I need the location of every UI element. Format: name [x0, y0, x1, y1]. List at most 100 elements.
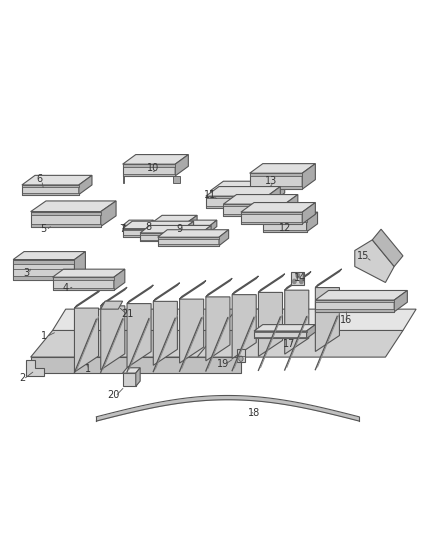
Polygon shape: [210, 191, 272, 203]
Polygon shape: [175, 155, 188, 176]
Polygon shape: [13, 260, 74, 280]
Text: 13: 13: [265, 176, 278, 186]
Polygon shape: [197, 330, 403, 357]
Polygon shape: [22, 175, 92, 185]
Polygon shape: [123, 221, 194, 229]
Polygon shape: [127, 304, 151, 368]
Polygon shape: [263, 220, 307, 222]
Polygon shape: [206, 206, 267, 208]
Polygon shape: [285, 195, 298, 216]
Polygon shape: [53, 269, 125, 277]
Polygon shape: [79, 175, 92, 195]
Polygon shape: [372, 229, 403, 266]
Polygon shape: [241, 222, 302, 224]
Polygon shape: [123, 236, 184, 237]
Text: 4: 4: [63, 283, 69, 293]
Polygon shape: [180, 299, 204, 363]
Circle shape: [293, 279, 296, 284]
Text: 5: 5: [41, 224, 47, 234]
Polygon shape: [123, 231, 147, 232]
Polygon shape: [206, 196, 267, 208]
Polygon shape: [123, 225, 147, 232]
Text: 2: 2: [19, 374, 25, 383]
Polygon shape: [123, 229, 184, 237]
Polygon shape: [158, 244, 219, 246]
Polygon shape: [140, 225, 211, 233]
Polygon shape: [31, 223, 101, 227]
Polygon shape: [184, 221, 194, 237]
Text: 16: 16: [340, 315, 352, 325]
Polygon shape: [140, 240, 201, 241]
Polygon shape: [307, 212, 318, 232]
Polygon shape: [123, 176, 124, 183]
Polygon shape: [272, 181, 285, 203]
Text: 11: 11: [204, 190, 216, 199]
Polygon shape: [53, 309, 276, 330]
Polygon shape: [180, 280, 206, 299]
Polygon shape: [53, 288, 114, 290]
Text: 21: 21: [121, 310, 133, 319]
Polygon shape: [302, 164, 315, 189]
Polygon shape: [241, 212, 302, 224]
Polygon shape: [136, 368, 140, 386]
Polygon shape: [123, 220, 153, 225]
Polygon shape: [13, 260, 74, 264]
Polygon shape: [31, 201, 116, 212]
Polygon shape: [219, 230, 229, 246]
Polygon shape: [394, 290, 407, 312]
Polygon shape: [258, 274, 285, 293]
Polygon shape: [173, 176, 180, 183]
Circle shape: [300, 279, 303, 284]
Polygon shape: [158, 237, 219, 246]
Polygon shape: [101, 301, 123, 309]
Polygon shape: [74, 252, 85, 280]
Polygon shape: [315, 290, 407, 300]
Polygon shape: [210, 191, 272, 193]
Polygon shape: [223, 214, 285, 216]
Polygon shape: [241, 212, 302, 214]
Polygon shape: [147, 220, 153, 232]
Polygon shape: [315, 300, 394, 302]
Polygon shape: [127, 285, 153, 304]
Polygon shape: [101, 201, 116, 227]
Polygon shape: [315, 269, 342, 288]
Polygon shape: [184, 225, 210, 227]
Polygon shape: [250, 164, 315, 173]
Polygon shape: [254, 331, 307, 333]
Polygon shape: [254, 331, 307, 338]
Polygon shape: [31, 212, 101, 227]
Polygon shape: [74, 289, 101, 308]
Polygon shape: [206, 187, 280, 196]
Polygon shape: [123, 373, 136, 386]
Polygon shape: [315, 288, 339, 352]
Polygon shape: [254, 337, 307, 338]
Polygon shape: [250, 173, 302, 189]
Polygon shape: [114, 269, 125, 290]
Polygon shape: [101, 306, 125, 370]
Polygon shape: [22, 185, 79, 195]
Polygon shape: [315, 300, 394, 312]
Text: 20: 20: [108, 391, 120, 400]
Polygon shape: [123, 155, 188, 164]
Polygon shape: [153, 282, 180, 301]
Polygon shape: [241, 203, 315, 212]
Text: 3: 3: [23, 268, 29, 278]
Polygon shape: [302, 203, 315, 224]
Polygon shape: [31, 212, 101, 215]
Polygon shape: [263, 212, 318, 220]
Polygon shape: [263, 230, 307, 232]
Text: 10: 10: [147, 163, 159, 173]
Polygon shape: [26, 360, 44, 376]
Polygon shape: [153, 222, 188, 223]
Polygon shape: [315, 310, 394, 312]
Polygon shape: [206, 196, 267, 198]
Text: 18: 18: [248, 408, 260, 418]
Polygon shape: [153, 301, 177, 365]
Polygon shape: [184, 220, 217, 225]
Polygon shape: [223, 204, 285, 206]
Polygon shape: [123, 225, 147, 227]
Text: 19: 19: [217, 359, 230, 368]
Polygon shape: [123, 174, 175, 176]
Polygon shape: [22, 192, 79, 195]
Polygon shape: [153, 228, 188, 229]
